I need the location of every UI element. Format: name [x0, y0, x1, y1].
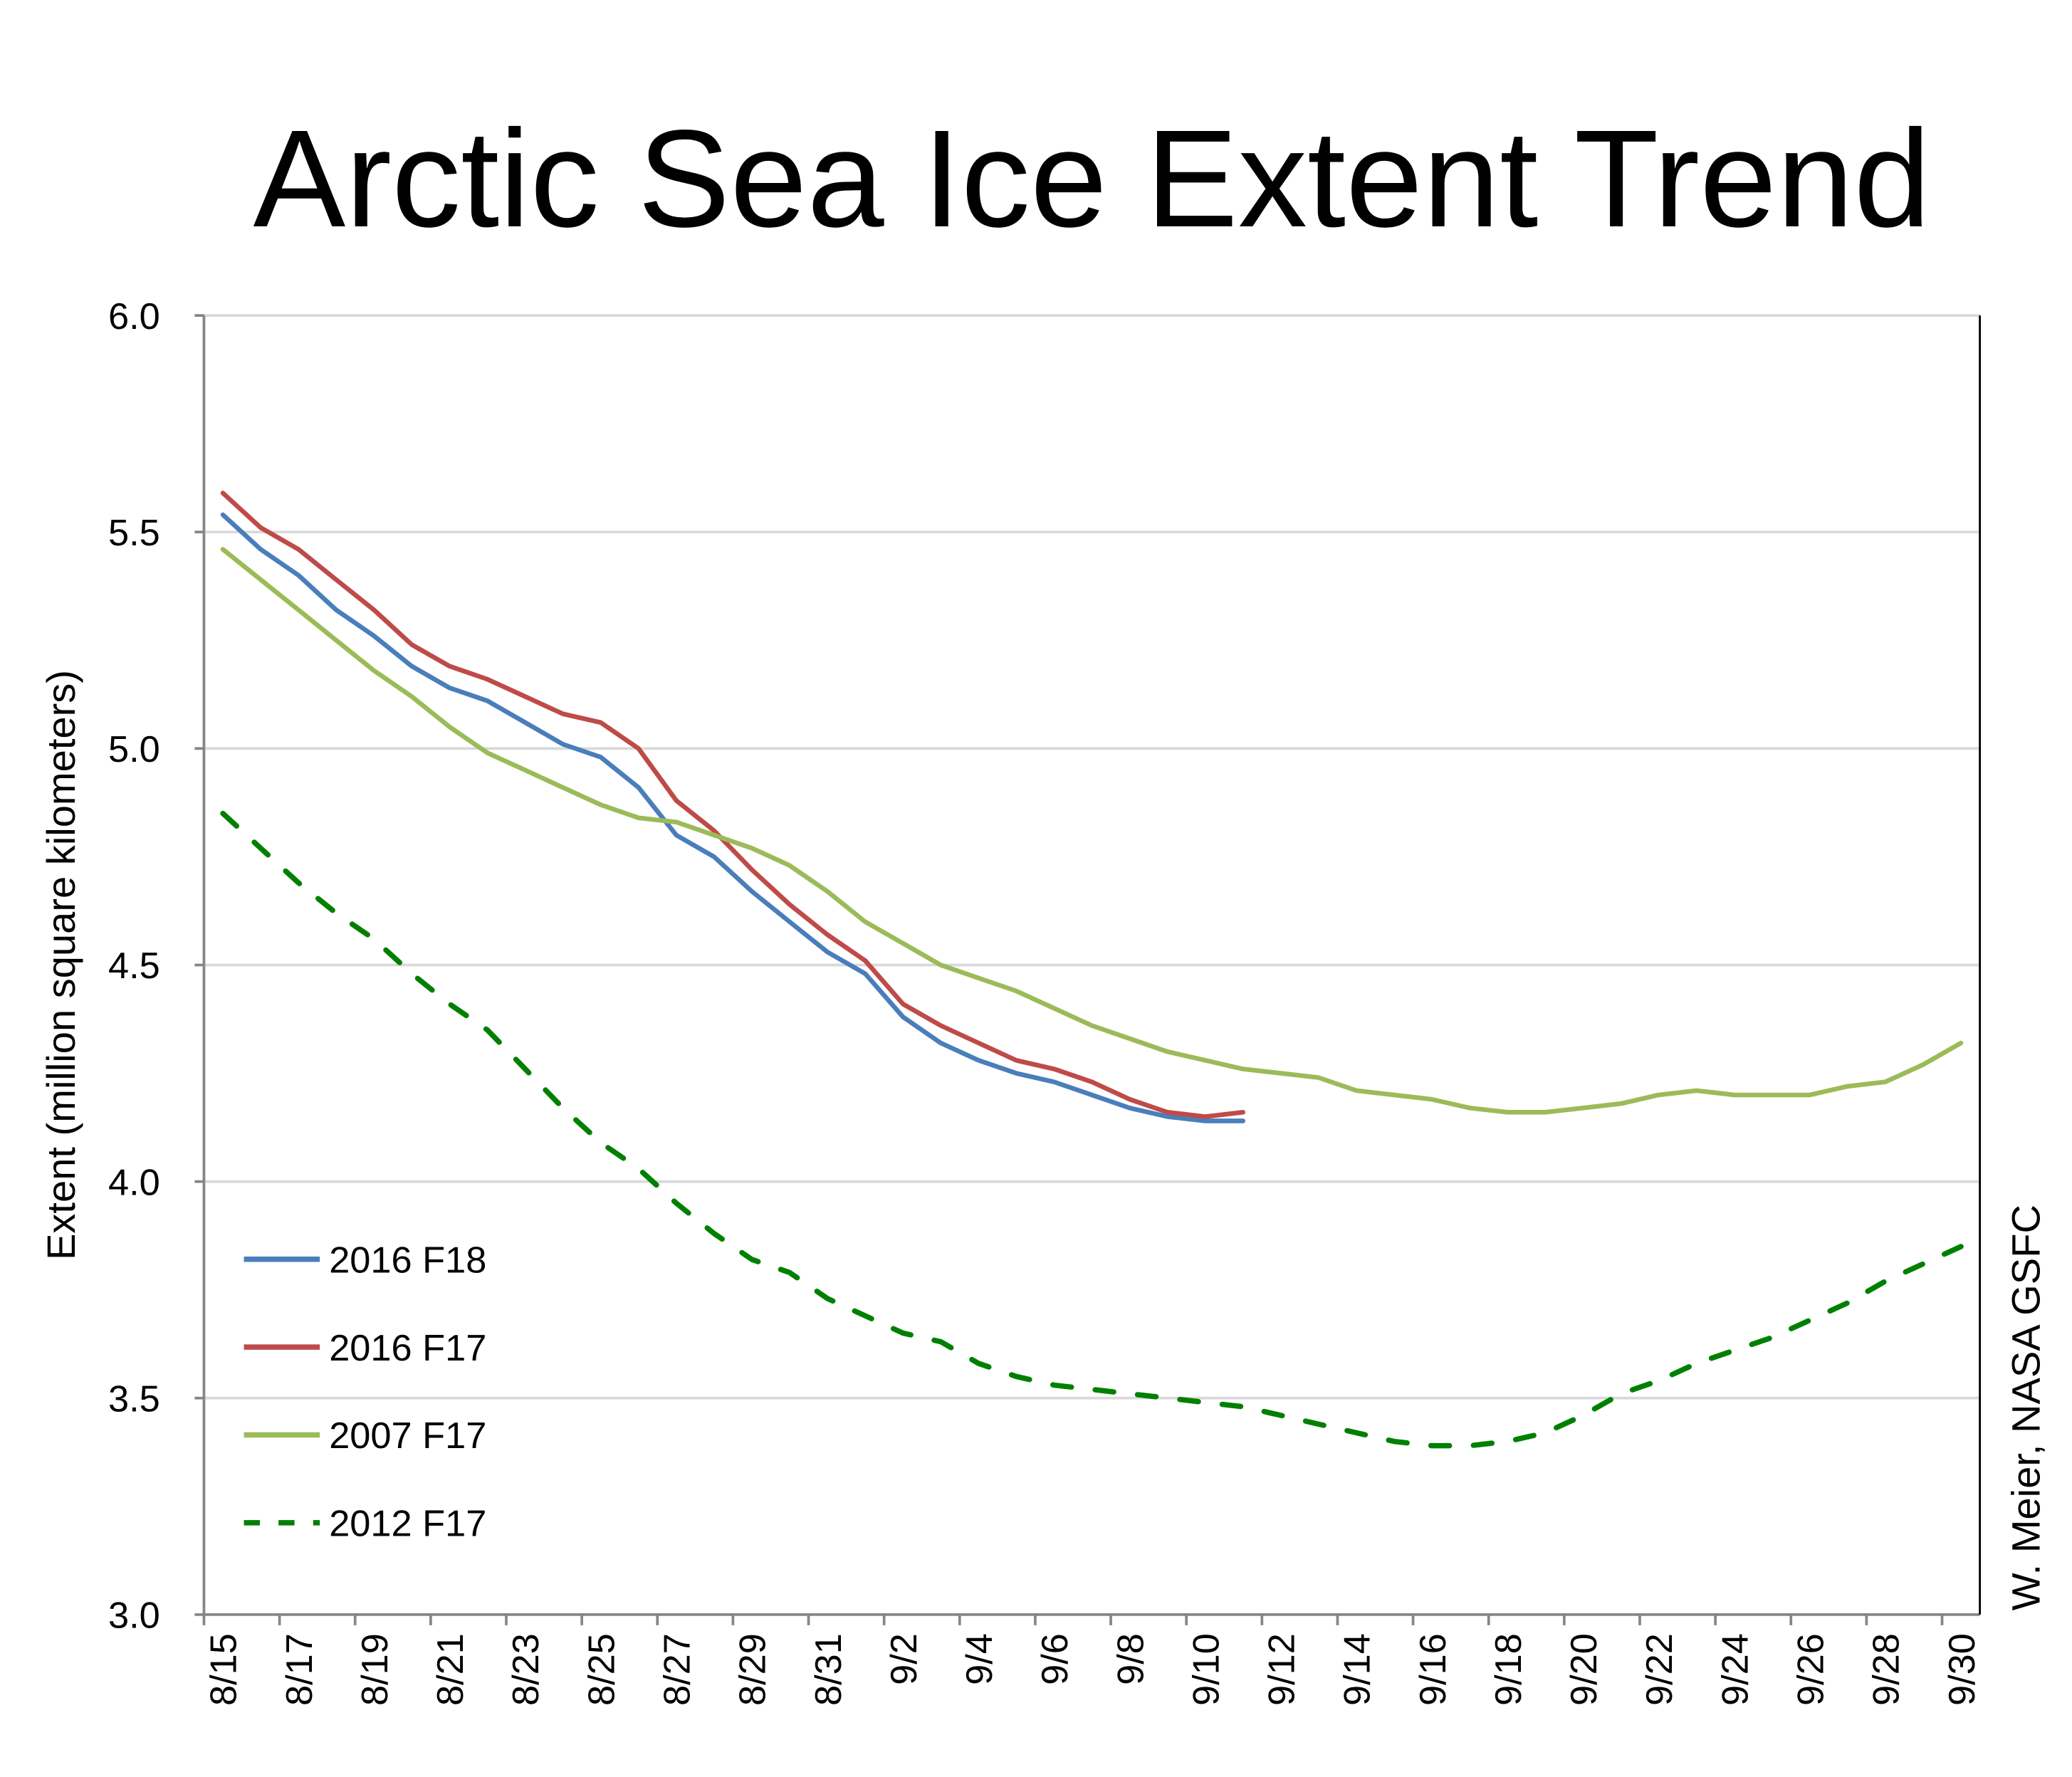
y-tick-label: 3.5	[108, 1378, 160, 1420]
y-axis-ticks: 3.0 3.5 4.0 4.5 5.0 5.5 6.0	[108, 296, 204, 1637]
y-tick-label: 4.0	[108, 1162, 160, 1203]
x-tick-label: 9/20	[1564, 1633, 1605, 1706]
x-tick-label: 9/24	[1715, 1633, 1756, 1706]
x-tick-label: 9/18	[1488, 1633, 1529, 1706]
x-tick-label: 9/4	[959, 1633, 1000, 1685]
x-tick-label: 9/16	[1413, 1633, 1454, 1706]
legend: 2016 F18 2016 F17 2007 F17 2012 F17	[244, 1239, 486, 1545]
x-tick-label: 9/10	[1186, 1633, 1227, 1706]
x-tick-label: 9/6	[1035, 1633, 1076, 1685]
chart-title: Arctic Sea Ice Extent Trend	[253, 102, 1931, 256]
x-tick-label: 9/22	[1639, 1633, 1680, 1706]
x-tick-label: 9/12	[1262, 1633, 1303, 1706]
y-axis-label: Extent (million square kilometers)	[38, 670, 83, 1260]
x-tick-label: 8/27	[656, 1633, 698, 1706]
attribution: W. Meier, NASA GSFC	[2004, 1205, 2049, 1610]
y-tick-label: 3.0	[108, 1595, 160, 1637]
legend-label: 2007 F17	[329, 1415, 486, 1457]
x-tick-label: 9/14	[1337, 1633, 1378, 1706]
x-tick-label: 9/28	[1866, 1633, 1908, 1706]
x-tick-label: 8/19	[355, 1633, 396, 1706]
y-tick-label: 6.0	[108, 296, 160, 337]
series-line-2007-f17	[220, 547, 1964, 1115]
x-tick-label: 8/29	[733, 1633, 774, 1706]
x-tick-label: 8/17	[279, 1633, 320, 1706]
legend-label: 2012 F17	[329, 1504, 486, 1545]
y-tick-label: 5.5	[108, 513, 160, 554]
gridlines	[204, 314, 1980, 1400]
x-tick-label: 8/21	[430, 1633, 471, 1706]
x-tick-label: 9/26	[1790, 1633, 1831, 1706]
x-tick-label: 9/8	[1110, 1633, 1151, 1685]
legend-label: 2016 F18	[329, 1239, 486, 1281]
x-tick-label: 8/31	[808, 1633, 849, 1706]
x-tick-label: 8/23	[506, 1633, 547, 1706]
x-axis-ticks: 8/15 8/17 8/19 8/21 8/23 8/25 8/27 8/29 8/31 9/2 9…	[202, 1614, 1983, 1706]
legend-label: 2016 F17	[329, 1328, 486, 1369]
series-line-2012-f17	[220, 810, 1964, 1449]
series-lines	[220, 491, 1964, 1449]
y-tick-label: 4.5	[108, 945, 160, 987]
x-tick-label: 9/2	[884, 1633, 925, 1685]
series-line-2016-f18	[220, 512, 1246, 1123]
x-tick-label: 9/30	[1942, 1633, 1983, 1706]
x-tick-label: 8/25	[581, 1633, 622, 1706]
x-tick-label: 8/15	[204, 1633, 245, 1706]
series-line-2016-f17	[220, 491, 1246, 1119]
y-tick-label: 5.0	[108, 729, 160, 770]
